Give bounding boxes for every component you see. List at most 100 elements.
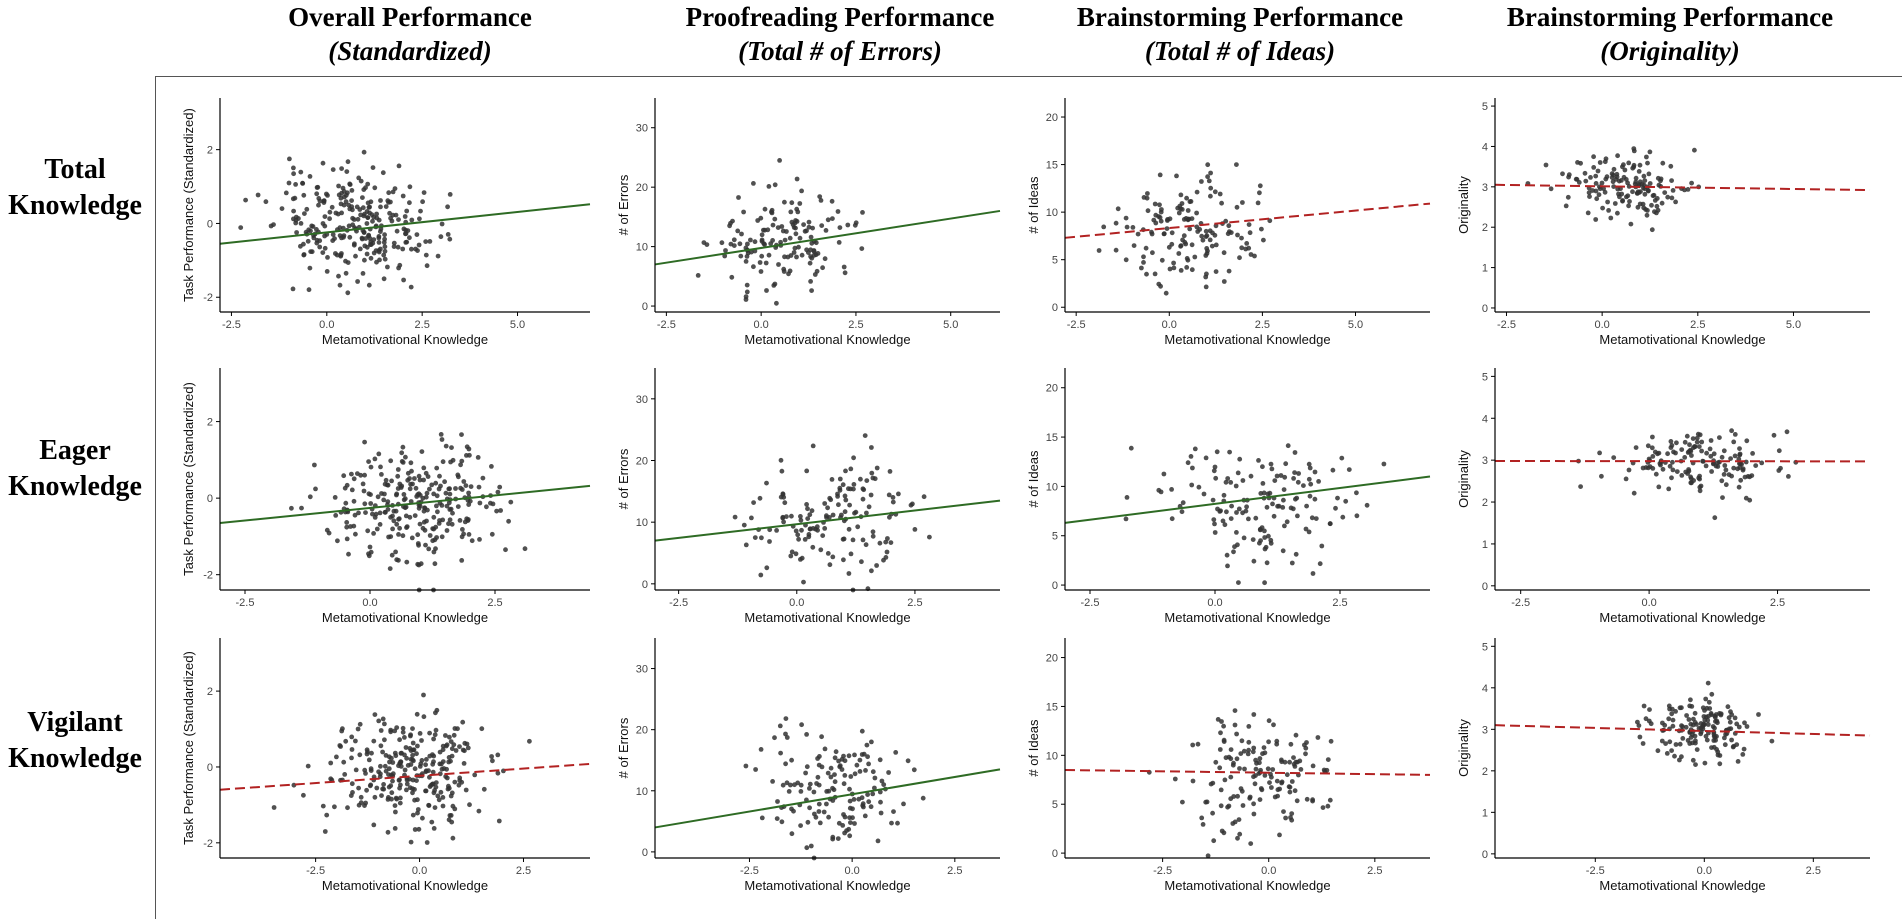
data-point [1192,446,1198,452]
data-point [1694,439,1700,445]
data-point [842,830,847,836]
data-point [271,805,277,810]
data-point [344,520,350,525]
data-point [456,782,462,788]
data-point [1354,513,1360,519]
data-point [1641,703,1647,709]
data-point [1784,429,1790,435]
data-point [385,264,390,270]
data-point [1649,202,1654,208]
data-point [436,797,442,803]
data-point [1247,230,1253,236]
data-point [365,528,371,534]
data-point [890,495,896,500]
x-tick-label: -2.5 [657,319,676,331]
data-point [1143,245,1149,251]
data-point [865,754,870,760]
data-point [1176,251,1182,256]
data-point [1609,175,1615,181]
data-point [811,249,817,254]
data-point [1682,455,1688,460]
fit-line [1064,769,1431,776]
x-axis-label: Metamotivational Knowledge [322,610,488,625]
data-point [420,199,425,205]
data-point [789,549,795,555]
data-point [890,499,896,505]
data-point [307,494,313,500]
data-point [393,809,398,815]
data-point [402,735,407,740]
data-point [864,510,869,516]
data-point [859,246,865,252]
data-point [362,767,368,773]
data-point [424,263,430,269]
data-point [1642,178,1648,184]
data-point [1266,533,1271,539]
data-point [372,185,378,191]
data-point [420,815,425,821]
data-point [766,252,772,258]
data-point [1694,722,1699,727]
data-point [338,744,343,749]
data-point [1656,484,1662,490]
data-point [1222,777,1228,783]
data-point [799,527,804,533]
data-point [792,782,797,788]
data-point [467,802,472,808]
data-point [1214,449,1220,455]
data-point [1242,766,1247,772]
fit-line [1064,475,1431,524]
data-point [1700,726,1706,732]
data-point [349,198,354,204]
data-point [1282,759,1288,765]
data-point [450,803,456,809]
data-point [396,532,401,537]
data-point [410,786,415,792]
data-point [885,536,890,541]
data-point [407,746,413,751]
data-point [1164,226,1170,232]
data-points [1146,708,1334,859]
data-point [862,813,868,819]
data-point [774,528,779,533]
data-point [345,159,351,165]
data-point [1665,451,1670,457]
data-point [333,513,339,518]
data-point [763,260,769,266]
data-point [1684,713,1689,718]
x-tick-label: -2.5 [306,865,325,877]
data-point [449,746,455,752]
data-point [1650,454,1656,459]
data-point [743,542,749,548]
data-point [728,241,734,247]
data-point [347,234,353,240]
data-point [745,241,750,247]
data-point [431,826,437,831]
data-point [410,812,416,818]
data-point [401,492,407,497]
data-point [1652,449,1658,455]
data-point [822,256,828,262]
data-point [1339,455,1345,461]
data-point [817,194,823,200]
data-point [1320,805,1326,810]
data-point [449,819,455,825]
data-point [1284,772,1290,778]
data-point [1674,440,1679,446]
data-point [348,524,353,529]
data-point [366,757,372,763]
data-point [423,252,429,258]
data-point [1732,453,1738,459]
data-point [362,439,367,445]
data-point [1269,774,1274,780]
fit-line [654,768,1001,829]
data-point [1599,180,1605,186]
data-point [293,182,298,187]
data-point [464,741,470,747]
data-point [362,501,368,507]
data-point [1319,543,1325,549]
data-point [461,479,467,484]
data-point [416,473,422,479]
data-point [1674,469,1680,474]
